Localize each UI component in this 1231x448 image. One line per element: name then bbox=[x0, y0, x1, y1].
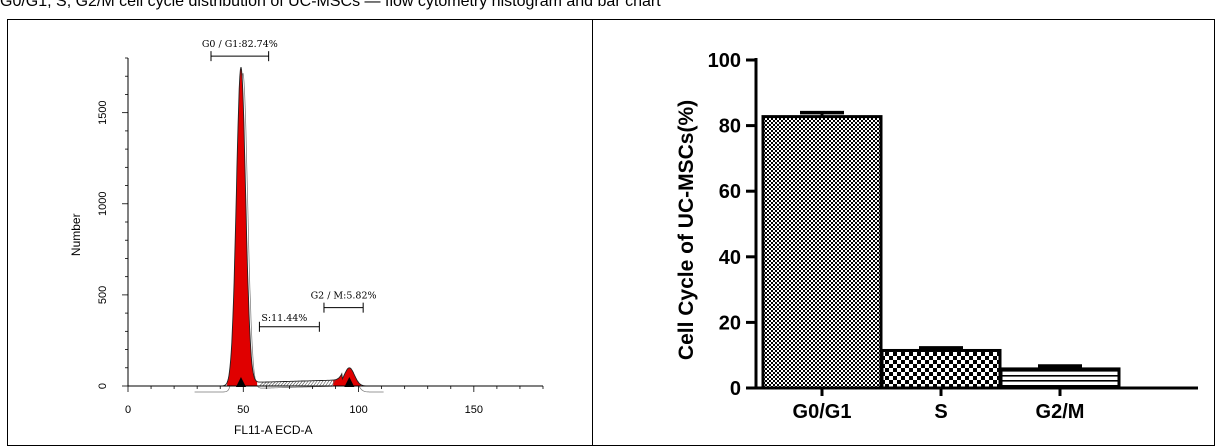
bar-y-tick-label: 100 bbox=[708, 50, 741, 72]
bar-y-tick-label: 60 bbox=[719, 181, 741, 203]
histogram-outline bbox=[192, 66, 382, 387]
s-phase-hatch-line bbox=[259, 381, 264, 387]
bar bbox=[999, 367, 1121, 390]
histogram-x-tick-label: 50 bbox=[237, 404, 249, 416]
s-phase-hatch-line bbox=[274, 381, 279, 387]
s-phase-hatch-line bbox=[262, 381, 267, 387]
histogram-x-tick-label: 100 bbox=[349, 404, 367, 416]
bar bbox=[880, 348, 1002, 390]
s-phase-hatch-line bbox=[310, 380, 315, 387]
s-phase-hatch-line bbox=[298, 380, 303, 387]
histogram-y-tick-label: 500 bbox=[97, 286, 109, 304]
s-phase-hatch-line bbox=[265, 381, 270, 387]
histogram-overlay-curve bbox=[194, 73, 384, 393]
gate-label: G0 / G1:82.74% bbox=[202, 39, 278, 50]
histogram-x-axis-label: FL11-A ECD-A bbox=[234, 423, 312, 437]
histogram-y-tick-label: 1000 bbox=[97, 192, 109, 216]
gate-label: G2 / M:5.82% bbox=[311, 291, 377, 302]
s-phase-hatch-line bbox=[268, 381, 273, 387]
histogram-s-phase-hatch bbox=[259, 380, 336, 387]
bar-x-tick-label: S bbox=[934, 401, 947, 423]
bar-y-tick-label: 80 bbox=[719, 116, 741, 138]
bar bbox=[761, 115, 883, 390]
gate-label: S:11.44% bbox=[261, 313, 307, 324]
bar-y-tick-label: 20 bbox=[719, 312, 741, 334]
s-phase-hatch-line bbox=[277, 381, 282, 387]
caption-text: G0/G1, S, G2/M cell cycle distribution o… bbox=[0, 0, 661, 10]
s-phase-hatch-line bbox=[307, 380, 312, 387]
s-phase-hatch-line bbox=[292, 381, 297, 387]
histogram-outline-secondary bbox=[194, 73, 384, 393]
s-phase-hatch-line bbox=[283, 381, 288, 387]
bar-tick-labels: 0 20 40 60 80 100 G0/G1 S G2/M bbox=[708, 50, 1085, 423]
bar-y-axis-label: Cell Cycle of UC-MSCs(%) bbox=[675, 100, 698, 360]
histogram-x-tick-label: 150 bbox=[465, 404, 483, 416]
bar-x-tick-label: G2/M bbox=[1036, 401, 1085, 423]
s-phase-hatch-line bbox=[289, 381, 294, 387]
s-phase-hatch-line bbox=[304, 380, 309, 387]
s-phase-hatch-line bbox=[325, 380, 330, 387]
s-phase-hatch-line bbox=[328, 380, 333, 387]
bars bbox=[761, 110, 1121, 390]
s-phase-hatch-line bbox=[286, 381, 291, 387]
histogram-panel: 0 50 100 150 0 500 1000 1500 G0 / G1:82.74% S:11… bbox=[7, 19, 593, 446]
s-phase-hatch-line bbox=[319, 380, 324, 387]
s-phase-hatch-line bbox=[322, 380, 327, 387]
histogram-x-tick-label: 0 bbox=[125, 404, 131, 416]
s-phase-hatch-line bbox=[295, 381, 300, 387]
histogram-y-tick-label: 0 bbox=[97, 383, 109, 389]
bar-axes bbox=[746, 58, 1198, 396]
s-phase-hatch-line bbox=[301, 380, 306, 387]
s-phase-hatch-line bbox=[331, 380, 336, 387]
histogram-y-axis-label: Number bbox=[69, 213, 83, 256]
histogram-y-tick-label: 1500 bbox=[97, 100, 109, 124]
bar-chart: 0 20 40 60 80 100 G0/G1 S G2/M Cell Cycle of UC-… bbox=[675, 50, 1198, 423]
figure-caption: G0/G1, S, G2/M cell cycle distribution o… bbox=[0, 0, 1231, 19]
g0-g1-peak-fill bbox=[227, 67, 258, 386]
s-phase-hatch-line bbox=[280, 381, 285, 387]
s-phase-hatch-line bbox=[313, 380, 318, 387]
bar-y-tick-label: 0 bbox=[730, 378, 741, 400]
histogram-gates: G0 / G1:82.74% S:11.44% G2 / M:5.82% bbox=[202, 39, 377, 332]
bar-chart-panel: 0 20 40 60 80 100 G0/G1 S G2/M Cell Cycle of UC-… bbox=[592, 19, 1215, 446]
histogram-red-fill bbox=[227, 67, 361, 386]
s-phase-hatch-line bbox=[271, 381, 276, 387]
peak-marker-triangle bbox=[344, 377, 355, 387]
histogram-curve bbox=[192, 66, 382, 387]
s-phase-hatch-line bbox=[316, 380, 321, 387]
bar-x-tick-label: G0/G1 bbox=[793, 401, 852, 423]
bar-y-tick-label: 40 bbox=[719, 247, 741, 269]
peak-markers bbox=[235, 377, 355, 387]
peak-marker-triangle bbox=[235, 377, 246, 387]
g2-m-peak-fill bbox=[333, 367, 361, 386]
